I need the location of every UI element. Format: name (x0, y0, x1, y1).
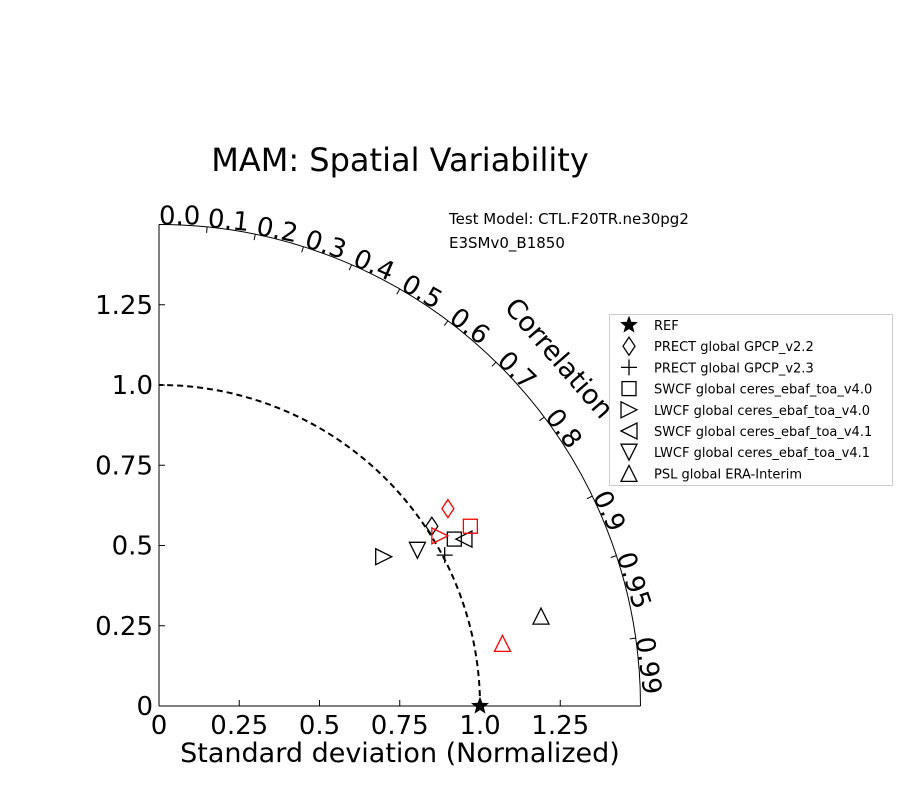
x-tick-label: 0.25 (210, 711, 268, 741)
legend-marker-star (620, 315, 638, 333)
correlation-tick-label: 0.4 (349, 244, 399, 288)
data-point-square (446, 531, 462, 547)
legend-entry-label: REF (654, 319, 679, 334)
correlation-tick-mark (629, 637, 636, 640)
x-tick-label: 0 (151, 711, 168, 741)
reference-std-arc (158, 384, 481, 707)
correlation-tick-label: 0.99 (629, 635, 667, 697)
x-tick-label: 0.5 (299, 711, 340, 741)
legend-box (609, 314, 893, 486)
legend-entry-label: PSL global ERA-Interim (654, 467, 802, 482)
y-tick-label: 1.0 (112, 371, 153, 401)
outer-arc (158, 224, 641, 707)
legend-marker-square (621, 380, 637, 397)
correlation-tick-label: 0.95 (610, 548, 657, 612)
correlation-tick-label: 0.3 (301, 225, 349, 266)
x-tick-label: 1.0 (459, 711, 500, 741)
correlation-tick-label: 0.9 (586, 486, 631, 536)
legend-marker-plus (621, 359, 637, 376)
legend-marker-triangle-down (619, 443, 639, 462)
x-axis-label: Standard deviation (Normalized) (180, 738, 620, 769)
chart-title: MAM: Spatial Variability (211, 141, 589, 179)
data-points (375, 498, 551, 714)
data-point-triangle-down (408, 541, 427, 560)
data-point-triangle-left (454, 530, 473, 549)
legend-marker-triangle-right (620, 400, 639, 419)
ref-model-label: E3SMv0_B1850 (449, 234, 565, 253)
legend-entry-label: LWCF global ceres_ebaf_toa_v4.0 (654, 404, 870, 419)
correlation-tick-label: 0.0 (159, 202, 200, 232)
legend-marker-triangle-up (619, 463, 639, 483)
x-axis-ticks: 0 0.25 0.5 0.75 1.0 1.25 (151, 700, 589, 741)
correlation-tick-label: 0.6 (444, 302, 495, 351)
data-point-triangle-up (531, 606, 551, 625)
legend-entry-label: SWCF global ceres_ebaf_toa_v4.1 (654, 425, 872, 440)
reference-star (471, 696, 489, 714)
legend-entry-label: PRECT global GPCP_v2.3 (654, 361, 814, 376)
data-point-triangle-right (375, 547, 394, 566)
correlation-tick-mark (206, 226, 208, 233)
x-tick-label: 0.75 (371, 711, 429, 741)
y-axis-ticks: 0 0.25 0.5 0.75 1.0 1.25 (95, 291, 165, 722)
legend-marker-triangle-left (619, 421, 638, 441)
correlation-tick-label: 0.1 (206, 204, 250, 238)
correlation-tick-mark (253, 234, 256, 241)
data-point-triangle-right (431, 526, 450, 545)
correlation-tick-mark (396, 288, 401, 295)
legend-entry-label: SWCF global ceres_ebaf_toa_v4.0 (654, 383, 872, 398)
legend: REF PRECT global GPCP_v2.2 PRECT global GP… (609, 314, 893, 486)
x-tick-label: 1.25 (531, 711, 589, 741)
data-point-square (462, 518, 479, 534)
test-model-label: Test Model: CTL.F20TR.ne30pg2 (448, 210, 689, 228)
correlation-tick-mark (443, 320, 449, 326)
correlation-tick-mark (491, 361, 497, 367)
correlation-ticks: 0.0 0.1 0.2 0.30.40.50.60.70.80.90.950.99Co… (158, 202, 667, 697)
y-tick-label: 0 (136, 692, 153, 722)
correlation-tick-mark (348, 264, 353, 271)
legend-marker-diamond (622, 336, 636, 357)
data-point-diamond (441, 498, 455, 519)
y-tick-label: 0.75 (95, 451, 153, 481)
correlation-tick-label: 0.5 (396, 269, 447, 316)
data-point-triangle-up (493, 633, 512, 653)
correlation-tick-mark (539, 416, 545, 422)
y-tick-label: 0.5 (112, 532, 153, 562)
legend-entry-label: LWCF global ceres_ebaf_toa_v4.1 (654, 446, 870, 461)
correlation-tick-label: 0.2 (254, 212, 301, 250)
correlation-tick-mark (610, 555, 617, 559)
correlation-tick-mark (301, 246, 304, 253)
y-tick-label: 0.25 (95, 612, 153, 642)
correlation-tick-mark (586, 495, 593, 500)
y-tick-label: 1.25 (95, 291, 153, 321)
correlation-tick-label: 0.8 (539, 403, 588, 454)
data-point-plus (436, 547, 453, 564)
legend-entry-label: PRECT global GPCP_v2.2 (654, 340, 814, 355)
